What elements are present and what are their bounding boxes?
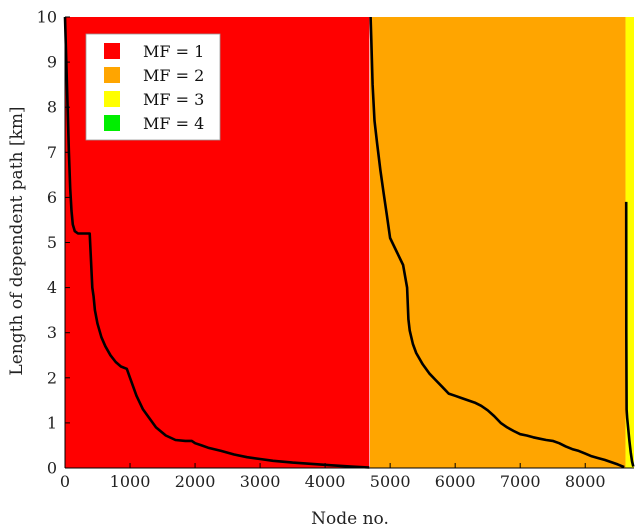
y-tick-label: 0 xyxy=(47,459,57,478)
legend-swatch xyxy=(104,115,120,131)
y-tick-label: 9 xyxy=(47,53,57,72)
x-tick-label: 8000 xyxy=(565,472,606,491)
y-tick-label: 2 xyxy=(47,368,57,387)
x-tick-label: 0 xyxy=(60,472,70,491)
region-mf-3 xyxy=(625,17,634,468)
y-tick-label: 8 xyxy=(47,98,57,117)
y-tick-label: 4 xyxy=(47,278,57,297)
path-length-line-2 xyxy=(369,16,625,469)
dependent-path-lines xyxy=(63,16,635,469)
legend-swatch xyxy=(104,67,120,83)
y-tick-label: 7 xyxy=(47,143,57,162)
legend-label: MF = 3 xyxy=(143,90,204,109)
x-tick-label: 3000 xyxy=(240,472,281,491)
legend-label: MF = 4 xyxy=(143,114,204,133)
x-tick-label: 2000 xyxy=(175,472,216,491)
path-length-line-1 xyxy=(63,16,370,469)
legend-label: MF = 2 xyxy=(143,66,204,85)
region-mf-2 xyxy=(369,17,626,468)
x-tick-label: 1000 xyxy=(110,472,151,491)
x-axis-title: Node no. xyxy=(311,509,389,529)
x-tick-label: 5000 xyxy=(370,472,411,491)
y-tick-label: 1 xyxy=(47,413,57,432)
y-tick-label: 3 xyxy=(47,323,57,342)
x-tick-label: 7000 xyxy=(500,472,541,491)
y-axis-title: Length of dependent path [km] xyxy=(7,106,27,375)
y-tick-label: 5 xyxy=(47,233,57,252)
y-tick-label: 6 xyxy=(47,188,57,207)
path-length-line-3 xyxy=(624,201,635,467)
y-tick-label: 10 xyxy=(37,8,57,27)
legend: MF = 1 MF = 2 MF = 3 MF = 4 xyxy=(85,33,221,141)
legend-label: MF = 1 xyxy=(143,42,204,61)
legend-swatch xyxy=(104,91,120,107)
x-tick-label: 4000 xyxy=(305,472,346,491)
legend-swatch xyxy=(104,43,120,59)
axes: 0 1000 2000 3000 4000 5000 6000 7000 8000 0 1 2 3 4 5 6… xyxy=(37,8,634,491)
x-tick-label: 6000 xyxy=(435,472,476,491)
